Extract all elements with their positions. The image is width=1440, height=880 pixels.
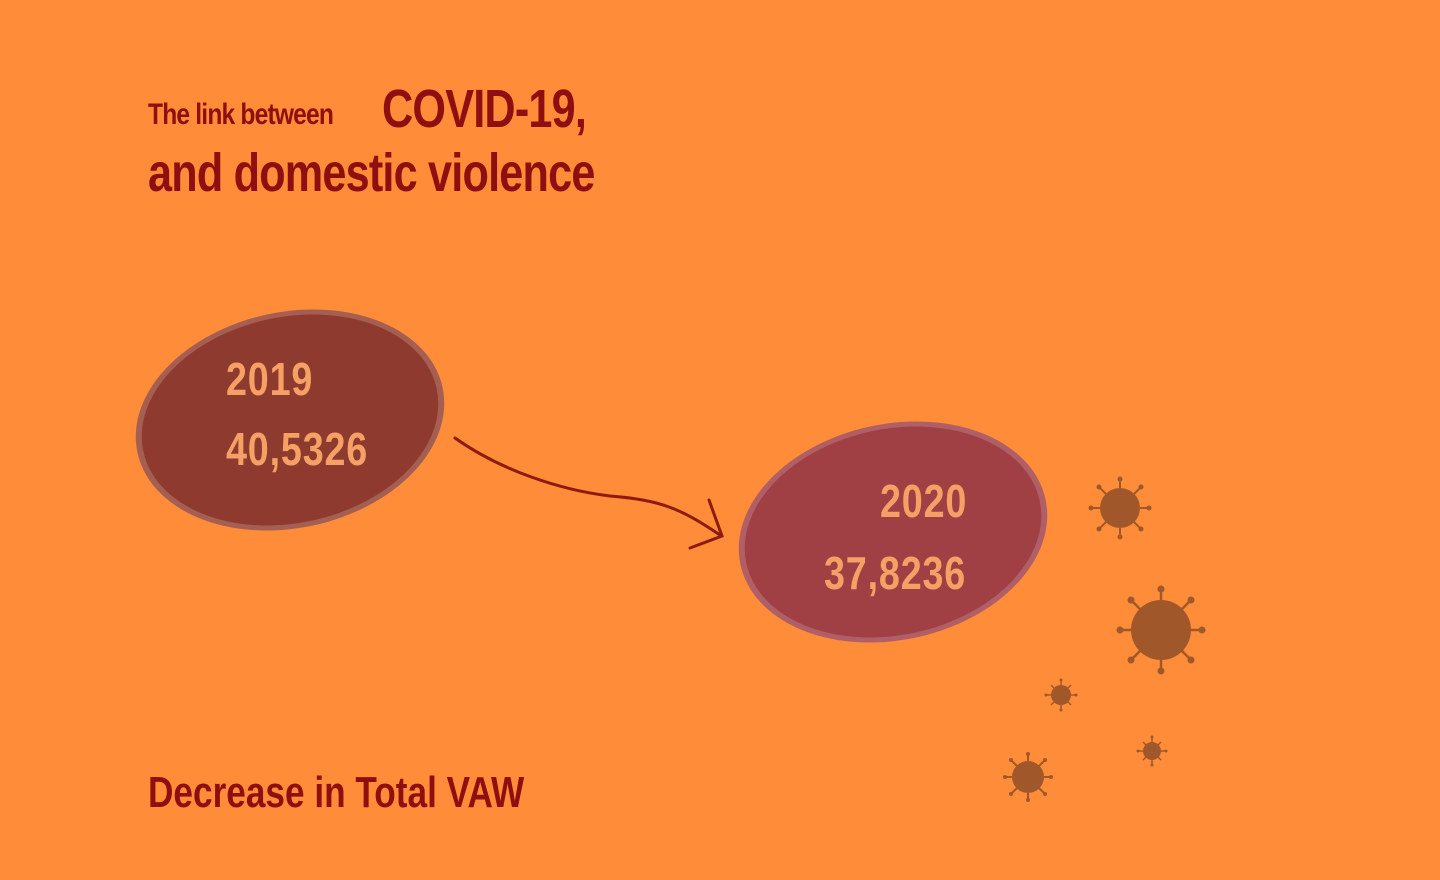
bubble-2020 — [738, 421, 1048, 643]
virus-icon — [1088, 476, 1152, 540]
bubble-2020-value: 37,8236 — [824, 547, 967, 599]
virus-icon — [1044, 678, 1078, 712]
virus-icon — [1003, 752, 1053, 802]
footer-caption: Decrease in Total VAW — [148, 768, 525, 817]
title-line2: and domestic violence — [148, 143, 595, 203]
virus-icon — [1116, 585, 1206, 675]
bubble-2019-value: 40,5326 — [226, 423, 369, 475]
virus-icon — [1136, 735, 1168, 767]
bubble-2019 — [135, 309, 445, 531]
title-highlight: COVID-19, — [382, 79, 587, 139]
title-prefix: The link between — [148, 98, 334, 131]
arrow-icon — [453, 436, 724, 550]
bubble-2019-year: 2019 — [226, 353, 314, 405]
bubble-2020-year: 2020 — [880, 475, 968, 527]
